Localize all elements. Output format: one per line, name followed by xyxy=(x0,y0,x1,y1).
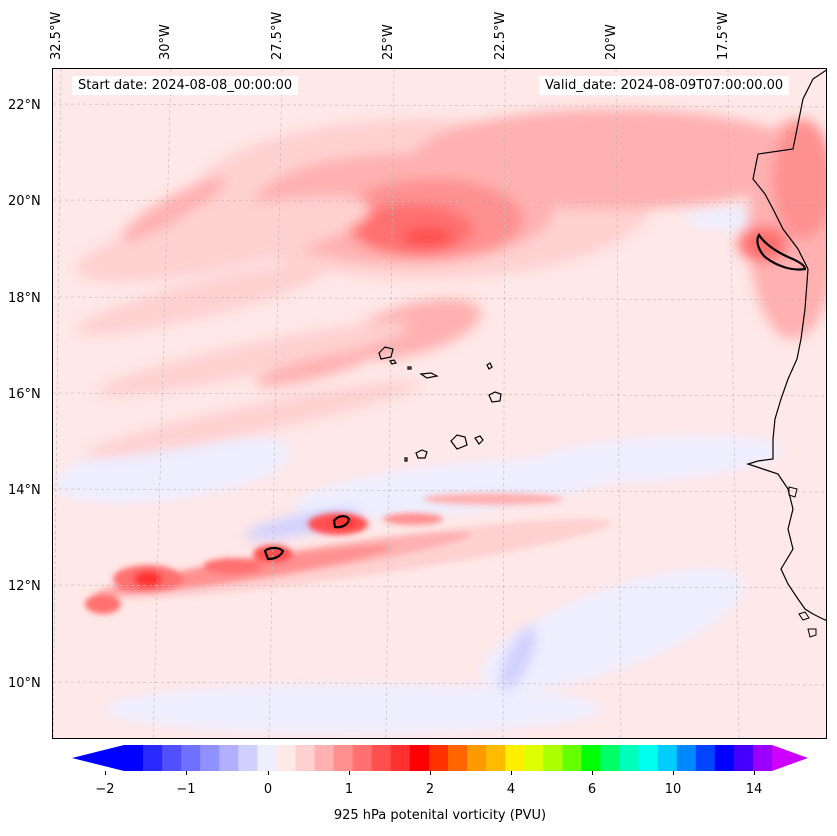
colorbar-segments xyxy=(124,745,773,771)
colorbar-tick-label: 1 xyxy=(344,782,354,797)
colorbar-segment xyxy=(638,745,659,771)
colorbar-segment xyxy=(295,745,316,771)
pv-map[interactable] xyxy=(52,68,827,739)
colorbar-segment xyxy=(695,745,716,771)
colorbar-segment xyxy=(143,745,163,771)
colorbar-segment xyxy=(581,745,601,771)
colorbar-extend-low xyxy=(72,745,124,771)
colorbar-segment xyxy=(276,745,297,771)
lon-label: 22.5°W xyxy=(493,11,508,60)
colorbar-segment xyxy=(181,745,201,771)
map-canvas xyxy=(53,69,826,738)
colorbar-segment xyxy=(714,745,735,771)
africa-coastline xyxy=(746,69,826,621)
graticule xyxy=(53,69,826,738)
colorbar-segment xyxy=(448,745,468,771)
lon-label: 30°W xyxy=(158,24,173,60)
lat-label: 10°N xyxy=(8,676,41,691)
colorbar-segment xyxy=(428,745,449,771)
colorbar-label: 925 hPa potenital vorticity (PVU) xyxy=(333,808,547,823)
colorbar-tick-label: −2 xyxy=(95,782,115,797)
cape-verde-islands xyxy=(378,346,502,462)
lat-label: 16°N xyxy=(8,387,41,402)
start-date-label: Start date: 2024-08-08_00:00:00 xyxy=(72,76,299,95)
colorbar-tick-label: 0 xyxy=(263,782,273,797)
lat-label: 18°N xyxy=(8,291,41,306)
lat-label: 14°N xyxy=(8,483,41,498)
lat-label: 12°N xyxy=(8,579,41,594)
colorbar-segment xyxy=(162,745,182,771)
colorbar-tick-label: 4 xyxy=(506,782,516,797)
colorbar-segment xyxy=(219,745,239,771)
lon-label: 20°W xyxy=(604,24,619,60)
lon-label: 17.5°W xyxy=(716,11,731,60)
colorbar-segment xyxy=(543,745,563,771)
colorbar-segment xyxy=(352,745,373,771)
lon-label: 25°W xyxy=(381,24,396,60)
colorbar-tick-label: 10 xyxy=(664,782,682,797)
colorbar-segment xyxy=(486,745,506,771)
lat-label: 20°N xyxy=(8,194,41,209)
colorbar xyxy=(72,745,808,771)
colorbar-segment xyxy=(676,745,697,771)
positive-pv-areas xyxy=(76,109,826,457)
lat-label: 22°N xyxy=(8,98,41,113)
valid-date-label: Valid_date: 2024-08-09T07:00:00.00 xyxy=(539,76,790,95)
lon-label: 27.5°W xyxy=(270,11,285,60)
colorbar-segment xyxy=(200,745,220,771)
colorbar-segment xyxy=(409,745,430,771)
colorbar-segment xyxy=(505,745,525,771)
colorbar-segment xyxy=(124,745,144,771)
colorbar-segment xyxy=(314,745,335,771)
pv-contours xyxy=(263,233,807,561)
coastal-islands xyxy=(788,486,817,638)
colorbar-segment xyxy=(657,745,678,771)
colorbar-segment xyxy=(238,745,258,771)
colorbar-extend-high xyxy=(772,745,808,771)
colorbar-segment xyxy=(390,745,411,771)
colorbar-segment xyxy=(371,745,392,771)
colorbar-segment xyxy=(600,745,621,771)
southern-pv-band xyxy=(85,493,611,614)
colorbar-segment xyxy=(257,745,277,771)
colorbar-segment xyxy=(467,745,487,771)
colorbar-segment xyxy=(752,745,773,771)
colorbar-tick-label: 2 xyxy=(425,782,435,797)
colorbar-segment xyxy=(333,745,354,771)
colorbar-segment xyxy=(733,745,754,771)
colorbar-tick-label: 14 xyxy=(745,782,763,797)
colorbar-segment xyxy=(524,745,544,771)
lon-label: 32.5°W xyxy=(49,11,64,60)
colorbar-segment xyxy=(619,745,640,771)
colorbar-segment xyxy=(562,745,582,771)
colorbar-tick-label: 6 xyxy=(587,782,597,797)
colorbar-tick-label: −1 xyxy=(176,782,196,797)
